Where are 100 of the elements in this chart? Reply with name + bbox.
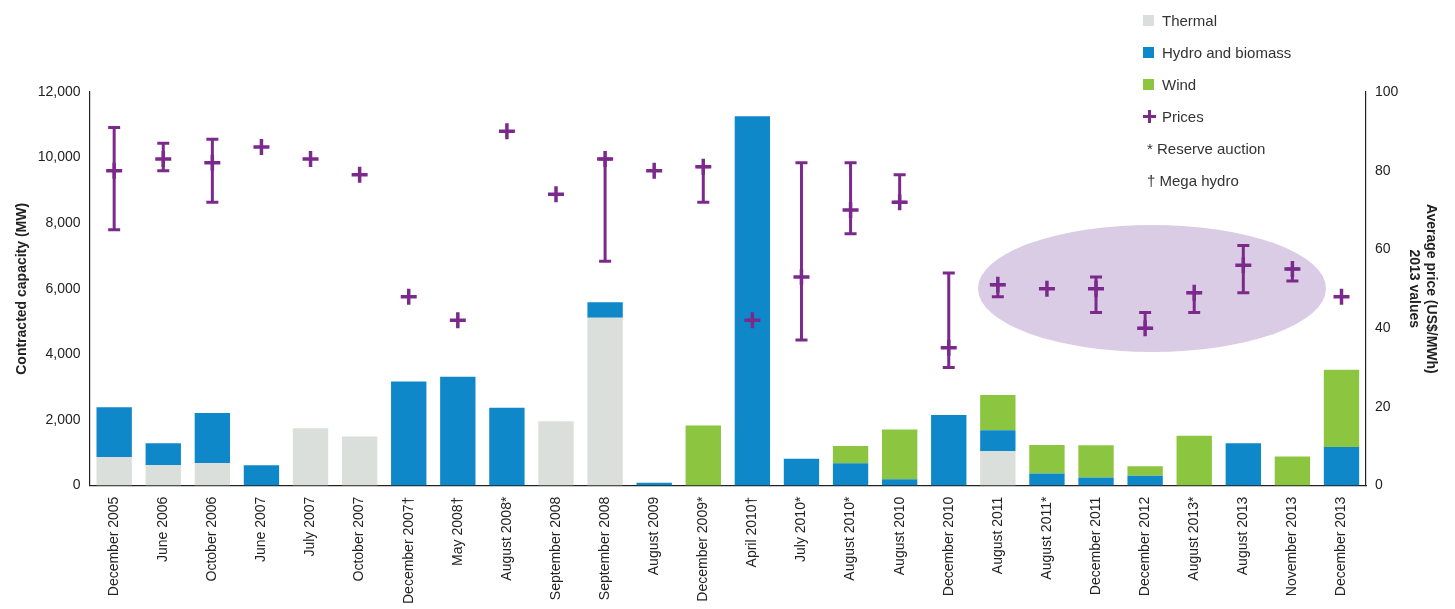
point (644, 160, 664, 181)
annotation: † Mega hydro (1146, 170, 1240, 191)
bar (341, 436, 378, 486)
y-tick-label: 6,000 (45, 279, 81, 296)
annotation: * Reserve auction (1146, 138, 1267, 159)
bar (194, 413, 231, 463)
x-tick-label: August 2008* (497, 496, 514, 581)
point (988, 275, 1008, 295)
x-tick-label: August 2013* (1185, 496, 1202, 581)
x-tick-label: September 2008 (595, 496, 612, 601)
bar (194, 462, 231, 486)
x-tick-label: July 2007 (301, 496, 318, 557)
x-tick-label: December 2010 (939, 496, 956, 597)
point (939, 338, 959, 358)
point (1331, 286, 1352, 307)
bar (881, 429, 918, 480)
bar (980, 395, 1016, 431)
x-tick-label: June 2006 (154, 496, 171, 563)
x-tick-label: April 2010† (743, 496, 760, 568)
x-tick-label: August 2010 (890, 496, 907, 576)
bar (832, 463, 869, 486)
x-tick-label: December 2011 (1086, 496, 1103, 596)
point (595, 149, 615, 169)
bar (96, 407, 132, 458)
y-tick-label: 10,000 (37, 148, 81, 165)
point (1135, 318, 1155, 338)
point (1184, 282, 1204, 303)
bar (538, 421, 574, 486)
x-tick-label: August 2010* (841, 496, 858, 581)
bar (1176, 435, 1212, 486)
point (349, 164, 370, 185)
bar (832, 445, 869, 464)
x-tick-label: June 2007 (252, 496, 269, 563)
x-tick-label: August 2009 (645, 496, 662, 576)
bar (145, 465, 181, 486)
x-tick-label: December 2009* (694, 496, 711, 602)
bar (243, 465, 280, 486)
point (300, 149, 321, 169)
x-tick-label: November 2013 (1283, 496, 1300, 597)
point (104, 160, 124, 181)
x-tick-label: August 2013 (1234, 496, 1251, 576)
bar (783, 458, 820, 486)
bar (440, 376, 476, 486)
y-tick-label: 12,000 (37, 82, 81, 99)
y-tick-label: 2,000 (45, 410, 81, 427)
bar (587, 317, 623, 486)
bar (734, 116, 771, 486)
bar (980, 430, 1016, 452)
legend-label: Wind (1162, 75, 1197, 93)
legend-label: Hydro and biomass (1162, 43, 1292, 61)
point (1086, 279, 1106, 299)
point (497, 121, 517, 142)
x-tick-label: July 2010* (792, 496, 809, 562)
y2-tick-label: 40 (1375, 319, 1391, 336)
point (448, 310, 468, 331)
bar (1225, 443, 1261, 486)
point (398, 286, 419, 307)
x-tick-label: December 2005 (105, 496, 122, 597)
x-tick-label: December 2007† (399, 496, 416, 605)
y2-tick-label: 20 (1375, 397, 1391, 414)
bar (489, 407, 525, 486)
bar (1274, 456, 1311, 486)
x-tick-label: October 2007 (350, 496, 367, 582)
x-tick-label: September 2008 (546, 496, 563, 601)
y2-tick-label: 60 (1375, 240, 1391, 257)
x-tick-label: October 2006 (203, 496, 220, 582)
point (546, 184, 566, 205)
bar (685, 425, 721, 486)
x-tick-label: May 2008† (448, 496, 465, 566)
bar (980, 451, 1016, 486)
bar (1127, 475, 1163, 486)
bar (1078, 445, 1114, 478)
y2-tick-label: 100 (1375, 82, 1399, 99)
point (742, 310, 763, 331)
y-axis-title: Contracted capacity (MW) (13, 202, 30, 375)
x-tick-label: August 2011* (1037, 496, 1054, 580)
y2-axis-title: Average price (US$/MWh) 2013 values (1406, 203, 1440, 374)
y-tick-label: 0 (72, 476, 81, 493)
point (251, 137, 272, 157)
y-tick-label: 8,000 (45, 214, 81, 231)
bar (1078, 477, 1114, 486)
y2-tick-label: 80 (1375, 161, 1391, 178)
bar (145, 443, 181, 466)
bar (931, 415, 967, 486)
bar (391, 381, 427, 486)
bar (1029, 473, 1065, 486)
y-tick-label: 4,000 (45, 345, 81, 362)
bar (292, 428, 329, 486)
bar (96, 457, 132, 486)
x-tick-label: December 2013 (1332, 496, 1349, 597)
bar (1323, 369, 1360, 447)
bar (881, 479, 918, 486)
y2-tick-label: 0 (1375, 476, 1384, 493)
bar (587, 302, 623, 318)
legend-label: Prices (1162, 107, 1204, 125)
point (1037, 279, 1057, 299)
x-tick-label: August 2011 (988, 496, 1005, 575)
bar (1029, 444, 1065, 474)
x-tick-label: December 2012 (1135, 496, 1152, 597)
legend-label: Thermal (1162, 11, 1218, 29)
